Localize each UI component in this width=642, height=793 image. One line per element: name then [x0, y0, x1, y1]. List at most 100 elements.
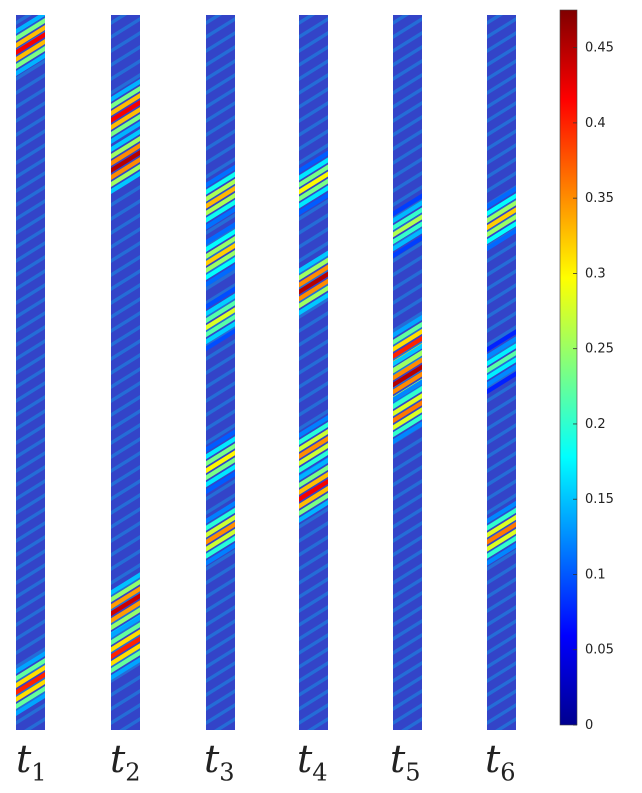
diagonal-stripe: [16, 353, 45, 375]
colorbar-tick-label: 0.35: [585, 191, 614, 206]
diagonal-stripe: [16, 115, 45, 137]
diagonal-stripe: [206, 31, 235, 53]
diagonal-stripe: [393, 549, 422, 571]
shear-band: [299, 257, 328, 281]
shear-band: [206, 450, 235, 474]
shear-band: [206, 263, 235, 287]
diagonal-stripe: [206, 563, 235, 585]
diagonal-stripe: [16, 0, 45, 11]
time-subscript: 3: [219, 758, 235, 787]
diagonal-stripe: [487, 73, 516, 95]
shear-band: [487, 357, 516, 381]
shear-band: [299, 478, 328, 502]
diagonal-stripe: [487, 465, 516, 487]
shear-band: [206, 542, 235, 566]
diagonal-stripe: [111, 563, 140, 585]
colorbar-tick-label: 0.45: [585, 41, 614, 56]
diagonal-stripe: [16, 101, 45, 123]
diagonal-stripe: [16, 507, 45, 529]
diagonal-stripe: [299, 633, 328, 655]
diagonal-stripe: [393, 15, 410, 25]
shear-band: [299, 422, 328, 445]
shear-band: [206, 471, 235, 495]
shear-band: [16, 692, 45, 716]
shear-band: [299, 415, 328, 438]
diagonal-stripe: [299, 0, 328, 11]
shear-band: [487, 336, 516, 360]
diagonal-stripe: [299, 241, 328, 263]
shear-band: [299, 499, 328, 523]
shear-band: [111, 150, 140, 173]
diagonal-stripe: [299, 675, 328, 697]
diagonal-stripe: [393, 493, 422, 515]
shear-band: [487, 528, 516, 552]
diagonal-stripe: [206, 591, 235, 613]
diagonal-stripe: [16, 521, 45, 543]
diagonal-stripe: [393, 115, 422, 137]
time-subscript: 2: [125, 758, 141, 787]
shear-band: [111, 615, 140, 639]
shear-band: [16, 46, 45, 70]
shear-band: [393, 414, 422, 438]
diagonal-stripe: [393, 675, 422, 697]
colorbar-ticks: 0 0.05 0.1 0.15 0.2 0.25 0.3 0.35 0.4 0.45: [573, 41, 614, 733]
strip-base: [206, 15, 235, 730]
diagonal-stripe: [393, 591, 422, 613]
shear-band: [299, 443, 328, 466]
shear-band: [111, 143, 140, 166]
time-symbol: t: [297, 737, 313, 781]
diagonal-stripe: [16, 605, 45, 627]
shear-band: [393, 207, 422, 231]
diagonal-stripe: [111, 409, 140, 431]
strip-t3: [206, 15, 235, 730]
diagonal-stripe: [111, 689, 140, 711]
diagonal-stripe: [16, 283, 45, 305]
diagonal-stripe: [299, 605, 328, 627]
colorbar-tick-label: 0.25: [585, 342, 614, 357]
diagonal-stripe: [487, 143, 516, 165]
diagonal-stripe: [16, 479, 45, 501]
diagonal-stripe: [393, 647, 422, 669]
diagonal-stripe: [206, 157, 235, 179]
strip-t4: [299, 0, 328, 730]
diagonal-stripe: [16, 311, 45, 333]
diagonal-stripe: [206, 423, 235, 445]
shear-band: [299, 171, 328, 195]
diagonal-stripe: [393, 311, 422, 333]
diagonal-stripe: [111, 703, 140, 725]
shear-band: [111, 129, 140, 152]
shear-band: [393, 379, 422, 403]
shear-band: [16, 650, 45, 674]
diagonal-stripe: [299, 73, 328, 95]
shear-band: [16, 671, 45, 695]
diagonal-stripe: [16, 409, 45, 431]
shear-band: [299, 429, 328, 452]
strip-base: [299, 15, 328, 730]
diagonal-stripe: [16, 395, 45, 417]
diagonal-stripe: [487, 423, 516, 445]
diagonal-stripe: [111, 311, 140, 333]
time-symbol: t: [16, 737, 32, 781]
diagonal-stripe: [16, 15, 33, 25]
diagonal-stripe: [111, 535, 140, 557]
diagonal-stripe: [487, 241, 516, 263]
diagonal-stripe: [487, 451, 516, 473]
diagonal-stripe: [299, 647, 328, 669]
diagonal-stripe: [487, 115, 516, 137]
shear-band: [111, 85, 140, 109]
diagonal-stripe: [487, 563, 516, 585]
diagonal-stripe: [393, 479, 422, 501]
shear-band: [206, 221, 235, 245]
diagonal-stripe: [299, 577, 328, 599]
diagonal-stripe: [299, 535, 328, 557]
diagonal-stripe: [299, 213, 328, 235]
shear-band: [206, 464, 235, 488]
diagonal-stripe: [487, 31, 516, 53]
diagonal-stripe: [393, 283, 422, 305]
shear-band: [299, 285, 328, 309]
diagonal-stripe: [299, 591, 328, 613]
shear-band: [206, 321, 235, 345]
shear-band: [393, 200, 422, 224]
diagonal-stripe: [393, 31, 422, 53]
diagonal-stripe: [206, 409, 235, 431]
